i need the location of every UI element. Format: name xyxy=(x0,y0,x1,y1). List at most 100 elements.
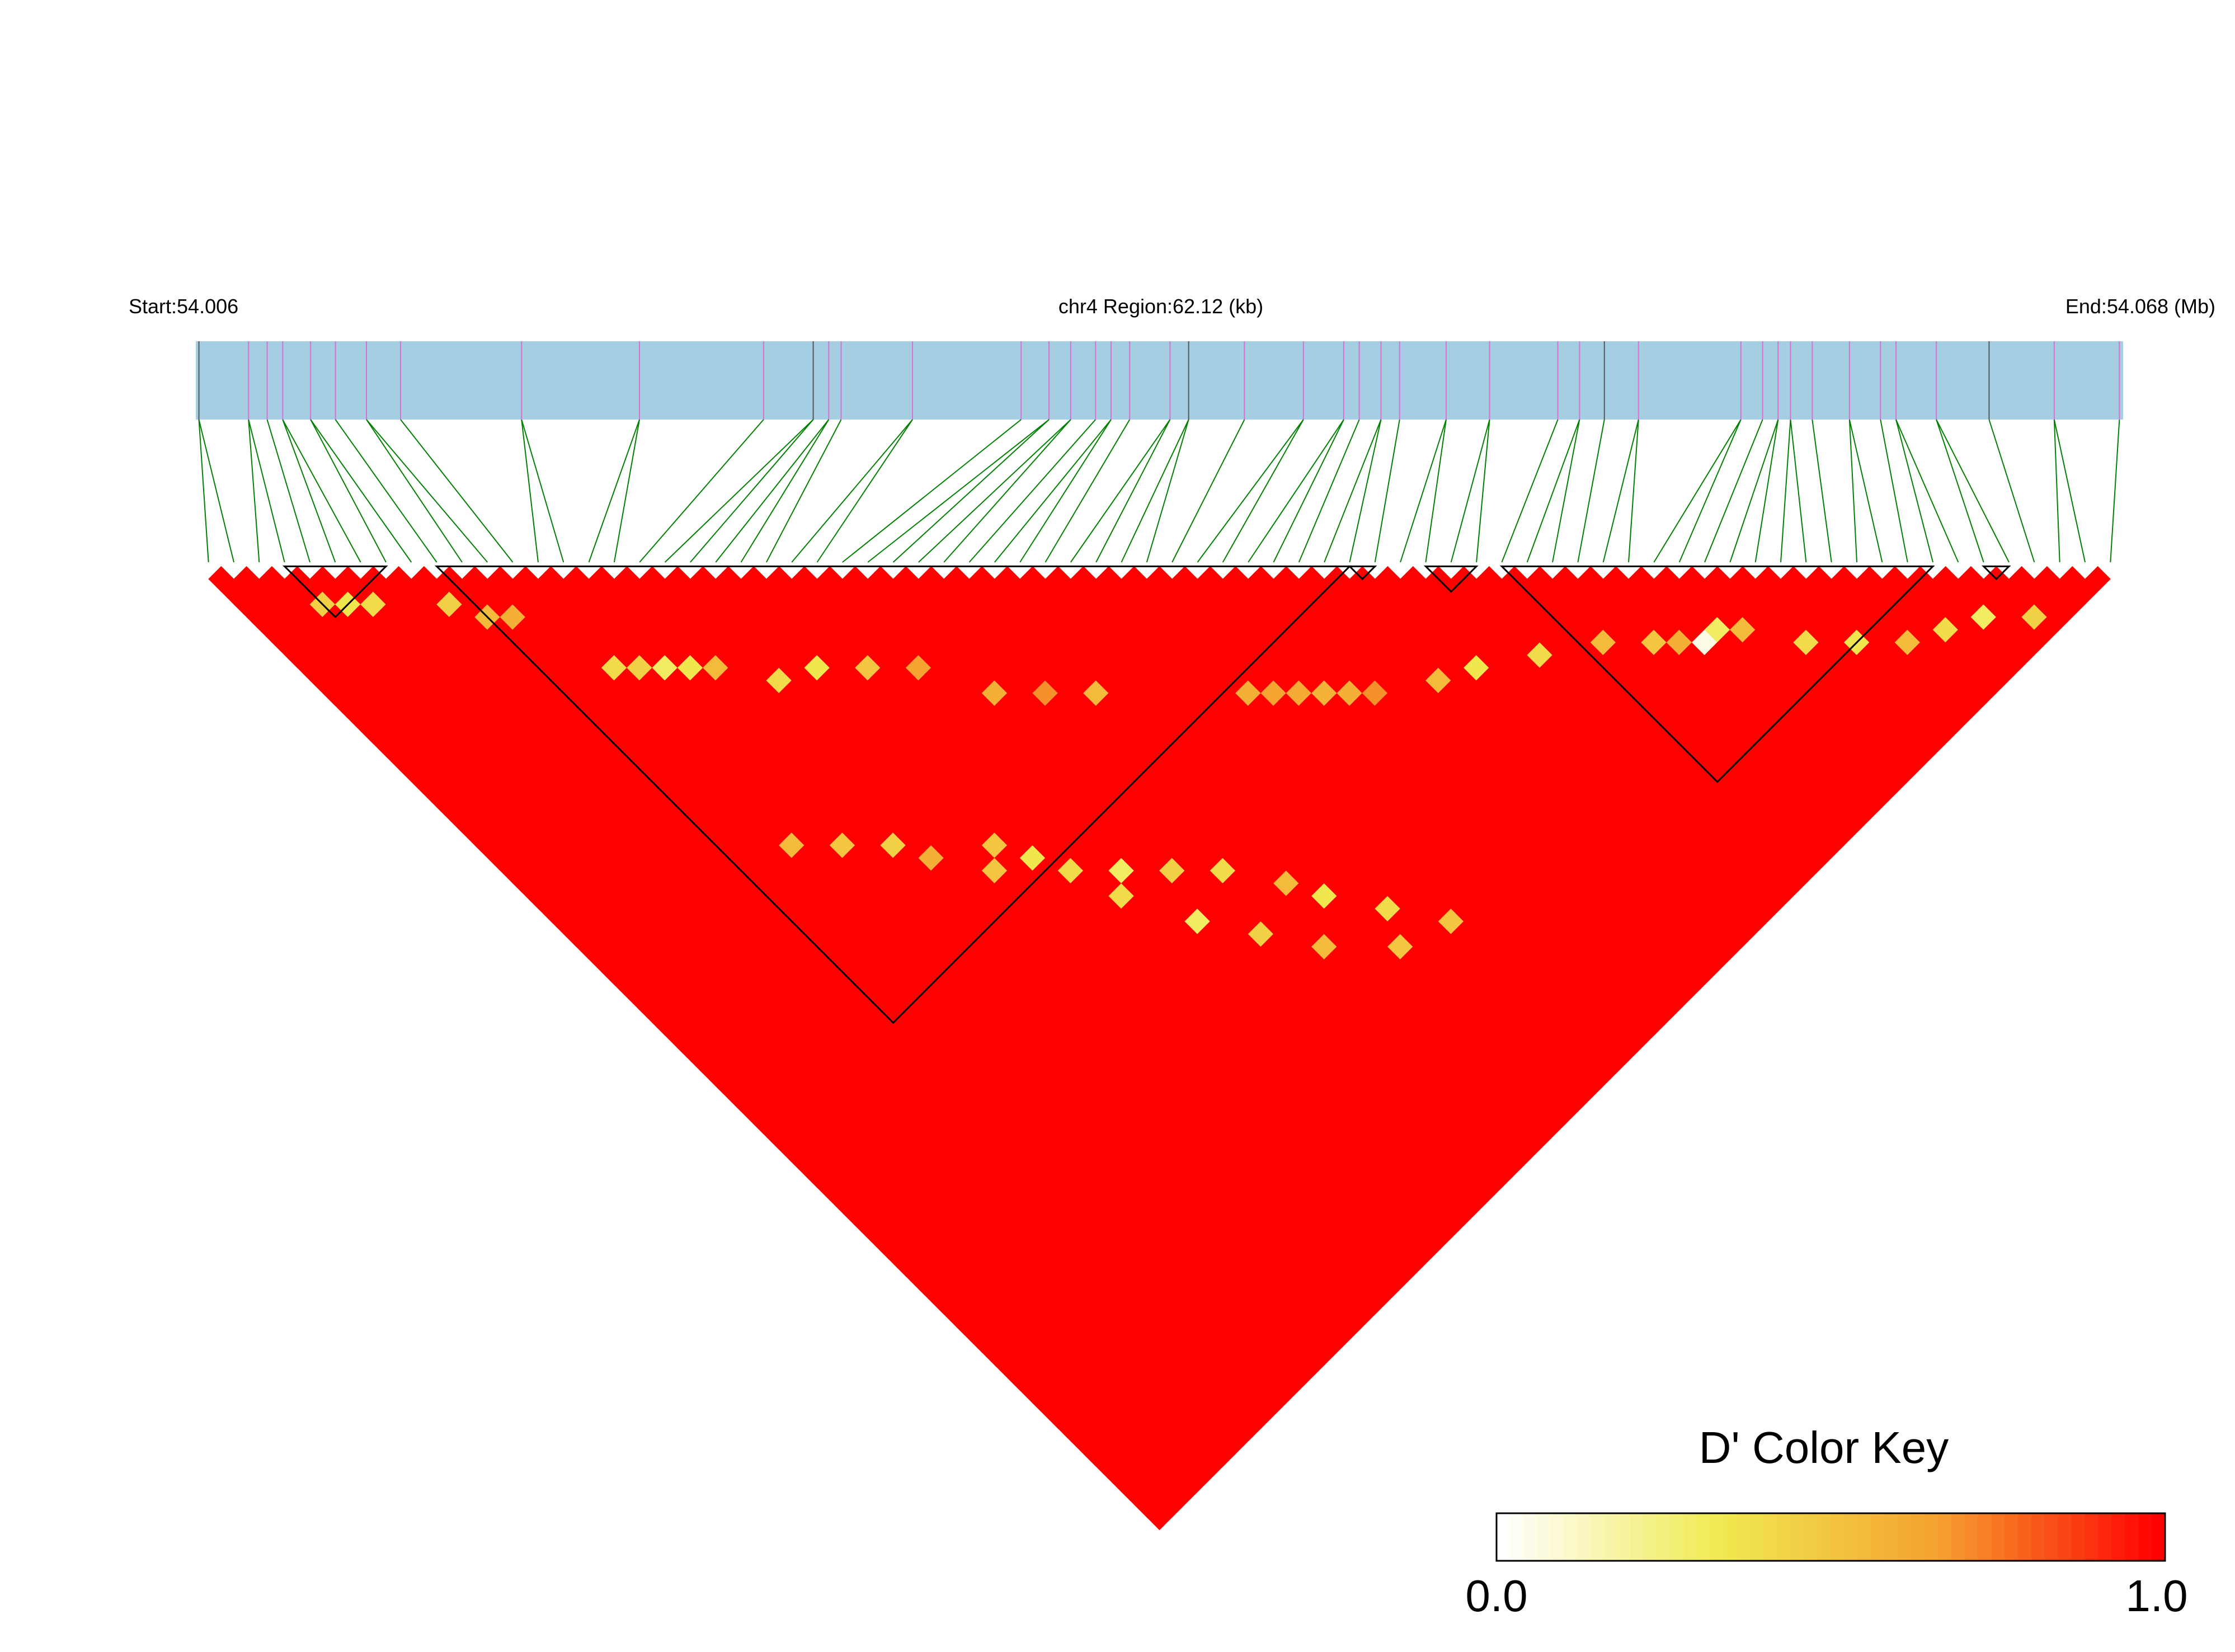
legend-swatch xyxy=(2111,1513,2126,1561)
legend-swatch xyxy=(1804,1513,1818,1561)
legend-swatch xyxy=(1817,1513,1832,1561)
snp-connector xyxy=(366,419,463,563)
snp-connector xyxy=(1895,419,1959,563)
snp-connector xyxy=(1936,419,2010,563)
snp-connector xyxy=(1248,419,1344,563)
snp-connector xyxy=(282,419,336,563)
snp-connector xyxy=(613,419,641,563)
legend-swatch xyxy=(2138,1513,2153,1561)
snp-connector xyxy=(1552,419,1580,563)
legend-swatch xyxy=(1871,1513,1885,1561)
snp-connector xyxy=(1754,419,1779,563)
legend-swatch xyxy=(1737,1513,1752,1561)
snp-connector xyxy=(1070,419,1171,563)
legend-swatch xyxy=(2018,1513,2032,1561)
legend-swatch xyxy=(1964,1513,1979,1561)
snp-connector xyxy=(282,419,361,563)
snp-connector xyxy=(715,419,830,563)
legend-swatch xyxy=(1590,1513,1605,1561)
snp-connector xyxy=(816,419,913,563)
snp-connector xyxy=(521,419,539,563)
snp-connector xyxy=(1298,419,1360,563)
snp-connector xyxy=(892,419,1050,563)
snp-connector xyxy=(1425,419,1447,563)
legend-swatch xyxy=(1777,1513,1791,1561)
snp-connector xyxy=(335,419,437,563)
legend-swatch xyxy=(1683,1513,1698,1561)
snp-connector xyxy=(740,419,830,563)
ld-block-outline xyxy=(1423,565,1479,593)
snp-connector xyxy=(1273,419,1344,563)
legend-swatch xyxy=(1764,1513,1778,1561)
legend-swatch xyxy=(1563,1513,1578,1561)
snp-connector xyxy=(1450,419,1490,563)
legend-swatch xyxy=(1724,1513,1738,1561)
legend-swatch xyxy=(2005,1513,2019,1561)
ld-block-outlines xyxy=(283,565,2011,1024)
snp-connector xyxy=(2053,419,2086,563)
ld-heatmap xyxy=(208,566,2111,1531)
snp-connector xyxy=(521,419,564,563)
legend-swatch xyxy=(1710,1513,1725,1561)
legend-swatch xyxy=(2031,1513,2045,1561)
snp-connector xyxy=(1936,419,1984,563)
ld-block-outline xyxy=(283,565,388,619)
snp-connector xyxy=(2110,419,2120,563)
legend-swatch xyxy=(2125,1513,2139,1561)
legend-max-label: 1.0 xyxy=(2125,1571,2187,1621)
snp-connector xyxy=(1349,419,1382,563)
snp-connector xyxy=(1780,419,1791,563)
legend-swatch xyxy=(1924,1513,1938,1561)
snp-connector xyxy=(400,419,514,563)
snp-connector xyxy=(1501,419,1559,563)
snp-connector xyxy=(248,419,260,563)
ld-block-outline xyxy=(1347,565,1377,581)
region-track xyxy=(196,341,2123,420)
legend-swatch xyxy=(1536,1513,1551,1561)
snp-connector xyxy=(1121,419,1189,563)
snp-connector xyxy=(1895,419,1934,563)
snp-connectors xyxy=(198,419,2120,563)
legend-swatch xyxy=(1603,1513,1618,1561)
ld-block-outline xyxy=(1982,565,2011,581)
snp-connector xyxy=(1848,419,1858,563)
snp-connector xyxy=(248,419,285,563)
legend-swatch xyxy=(2085,1513,2099,1561)
snp-connector xyxy=(867,419,1050,563)
snp-connector xyxy=(2053,419,2060,563)
snp-connector xyxy=(1628,419,1639,563)
snp-connector xyxy=(1653,419,1742,563)
snp-connector xyxy=(690,419,814,563)
legend-swatch xyxy=(1937,1513,1952,1561)
snp-connector xyxy=(1324,419,1382,563)
snp-connector xyxy=(1848,419,1883,563)
snp-connector xyxy=(1729,419,1779,563)
snp-connector xyxy=(1602,419,1639,563)
snp-connector xyxy=(1526,419,1580,563)
snp-connector xyxy=(366,419,488,563)
snp-connector xyxy=(918,419,1071,563)
snp-markers xyxy=(198,341,2120,420)
ld-block-outline xyxy=(1499,565,1935,783)
legend-swatch xyxy=(1550,1513,1564,1561)
snp-connector xyxy=(1095,419,1171,563)
snp-connector xyxy=(1988,419,2035,563)
legend-swatch xyxy=(1951,1513,1965,1561)
legend-swatch xyxy=(1978,1513,1992,1561)
snp-connector xyxy=(1374,419,1400,563)
legend-swatch xyxy=(1831,1513,1845,1561)
snp-connector xyxy=(1146,419,1189,563)
legend-swatch xyxy=(2058,1513,2072,1561)
legend-swatch xyxy=(1643,1513,1658,1561)
snp-connector xyxy=(1577,419,1605,563)
snp-connector xyxy=(1400,419,1447,563)
legend-swatch xyxy=(1857,1513,1872,1561)
snp-connector xyxy=(198,419,234,563)
legend-swatch xyxy=(1617,1513,1631,1561)
legend-swatch xyxy=(1577,1513,1591,1561)
snp-connector xyxy=(588,419,640,563)
legend-swatch xyxy=(2152,1513,2166,1561)
snp-connector xyxy=(310,419,387,563)
snp-connector xyxy=(766,419,842,563)
